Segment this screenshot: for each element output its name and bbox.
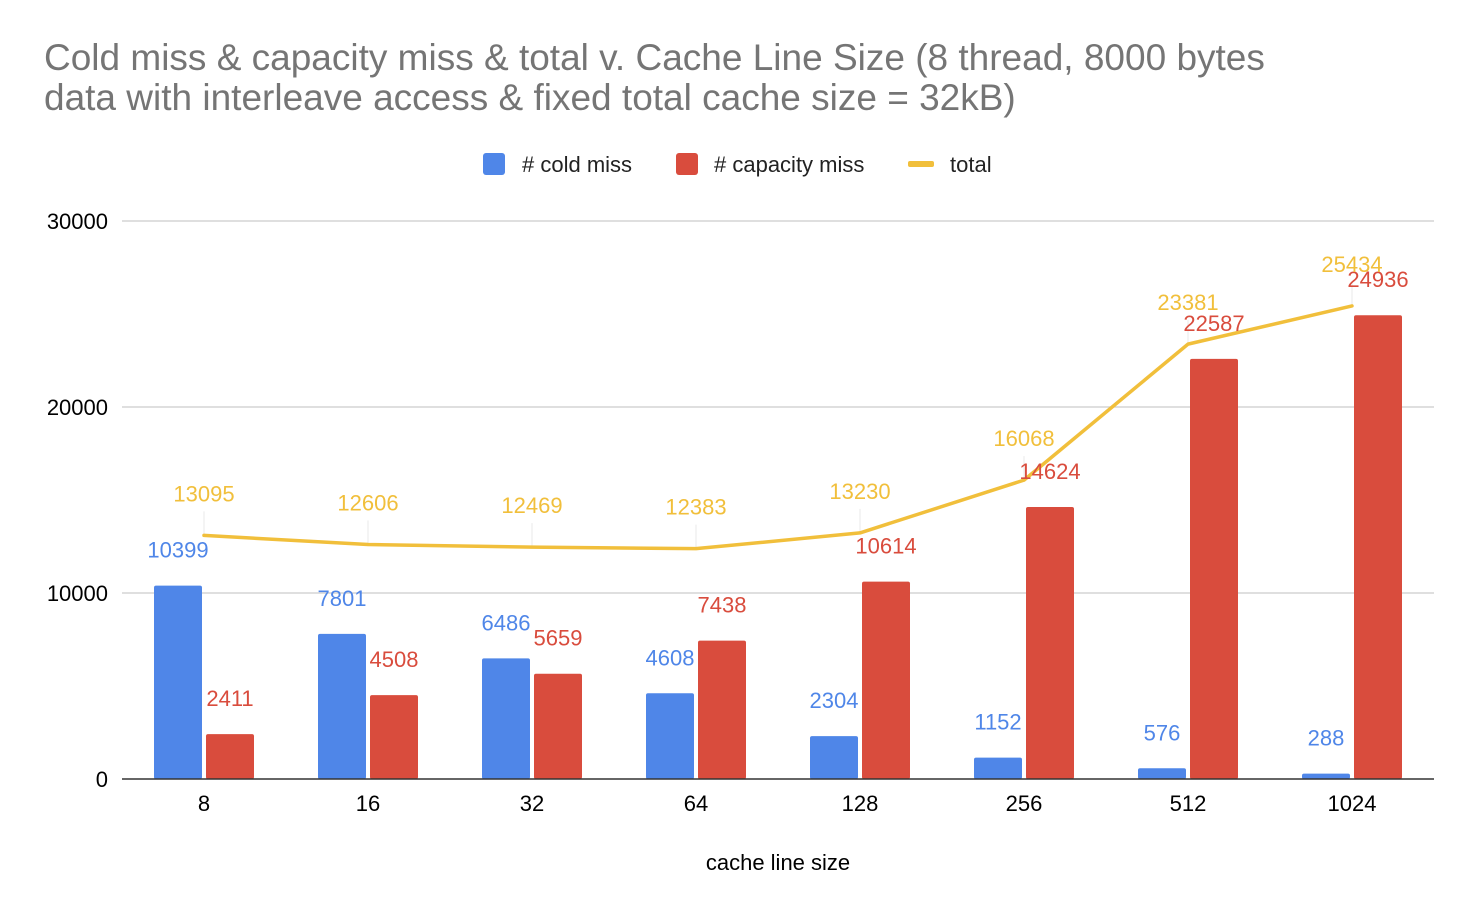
legend-label: total [950, 152, 992, 177]
data-label-total: 16068 [993, 426, 1054, 451]
x-tick-label: 256 [1006, 791, 1043, 816]
bar-capacity-miss [1026, 506, 1074, 779]
y-tick-label: 0 [96, 767, 108, 792]
bar-capacity-miss [206, 734, 254, 779]
chart-title: Cold miss & capacity miss & total v. Cac… [44, 38, 1444, 118]
data-label-cold-miss: 7801 [318, 586, 367, 611]
bar-cold-miss [482, 658, 530, 779]
legend-swatch [676, 153, 698, 175]
bar-capacity-miss [1354, 315, 1402, 779]
line-total [202, 304, 1354, 551]
data-label-cold-miss: 1152 [974, 710, 1021, 735]
data-label-cold-miss: 6486 [482, 610, 531, 635]
data-label-capacity-miss: 5659 [534, 626, 583, 651]
data-label-total: 12469 [501, 493, 562, 518]
data-label-cold-miss: 576 [1144, 720, 1181, 745]
data-label-capacity-miss: 4508 [370, 647, 419, 672]
legend-item: # cold miss [483, 152, 632, 177]
bar-capacity-miss [862, 581, 910, 779]
bar-cold-miss [810, 736, 858, 779]
chart-title-line-2: data with interleave access & fixed tota… [44, 77, 1016, 118]
x-tick-label: 1024 [1328, 791, 1377, 816]
data-label-total: 13095 [173, 481, 234, 506]
data-label-capacity-miss: 14624 [1019, 459, 1080, 484]
data-label-capacity-miss: 22587 [1183, 311, 1244, 336]
data-label-total: 25434 [1321, 252, 1382, 277]
x-tick-label: 8 [198, 791, 210, 816]
bar-cold-miss [1302, 773, 1350, 779]
x-axis-title: cache line size [706, 850, 850, 875]
data-label-capacity-miss: 7438 [698, 593, 747, 618]
data-label-cold-miss: 2304 [810, 688, 859, 713]
legend-label: # capacity miss [714, 152, 864, 177]
data-label-total: 23381 [1157, 290, 1218, 315]
bar-cold-miss [318, 633, 366, 779]
legend-swatch [483, 153, 505, 175]
bar-cold-miss [1138, 768, 1186, 779]
data-label-cold-miss: 4608 [646, 645, 695, 670]
data-label-cold-miss: 10399 [147, 538, 208, 563]
bar-cold-miss [646, 693, 694, 779]
y-tick-label: 30000 [47, 209, 108, 234]
bar-capacity-miss [534, 673, 582, 779]
bar-capacity-miss [698, 640, 746, 779]
legend-item: # capacity miss [676, 152, 864, 177]
legend-label: # cold miss [522, 152, 632, 177]
x-tick-label: 32 [520, 791, 544, 816]
x-tick-label: 128 [842, 791, 879, 816]
x-tick-label: 512 [1170, 791, 1207, 816]
y-tick-label: 20000 [47, 395, 108, 420]
data-label-total: 12383 [665, 495, 726, 520]
data-label-capacity-miss: 2411 [206, 686, 253, 711]
legend-swatch [908, 161, 934, 167]
data-label-capacity-miss: 10614 [855, 534, 916, 559]
bar-cold-miss [974, 757, 1022, 779]
legend-item: total [908, 152, 992, 177]
bar-capacity-miss [370, 695, 418, 779]
bar-cold-miss [154, 585, 202, 779]
x-tick-label: 16 [356, 791, 380, 816]
x-tick-label: 64 [684, 791, 708, 816]
y-tick-label: 10000 [47, 581, 108, 606]
data-label-total: 12606 [337, 491, 398, 516]
chart-title-line-1: Cold miss & capacity miss & total v. Cac… [44, 37, 1265, 78]
data-label-cold-miss: 288 [1308, 726, 1345, 751]
data-label-total: 13230 [829, 479, 890, 504]
bar-capacity-miss [1190, 358, 1238, 779]
data-label-capacity-miss: 24936 [1347, 267, 1408, 292]
